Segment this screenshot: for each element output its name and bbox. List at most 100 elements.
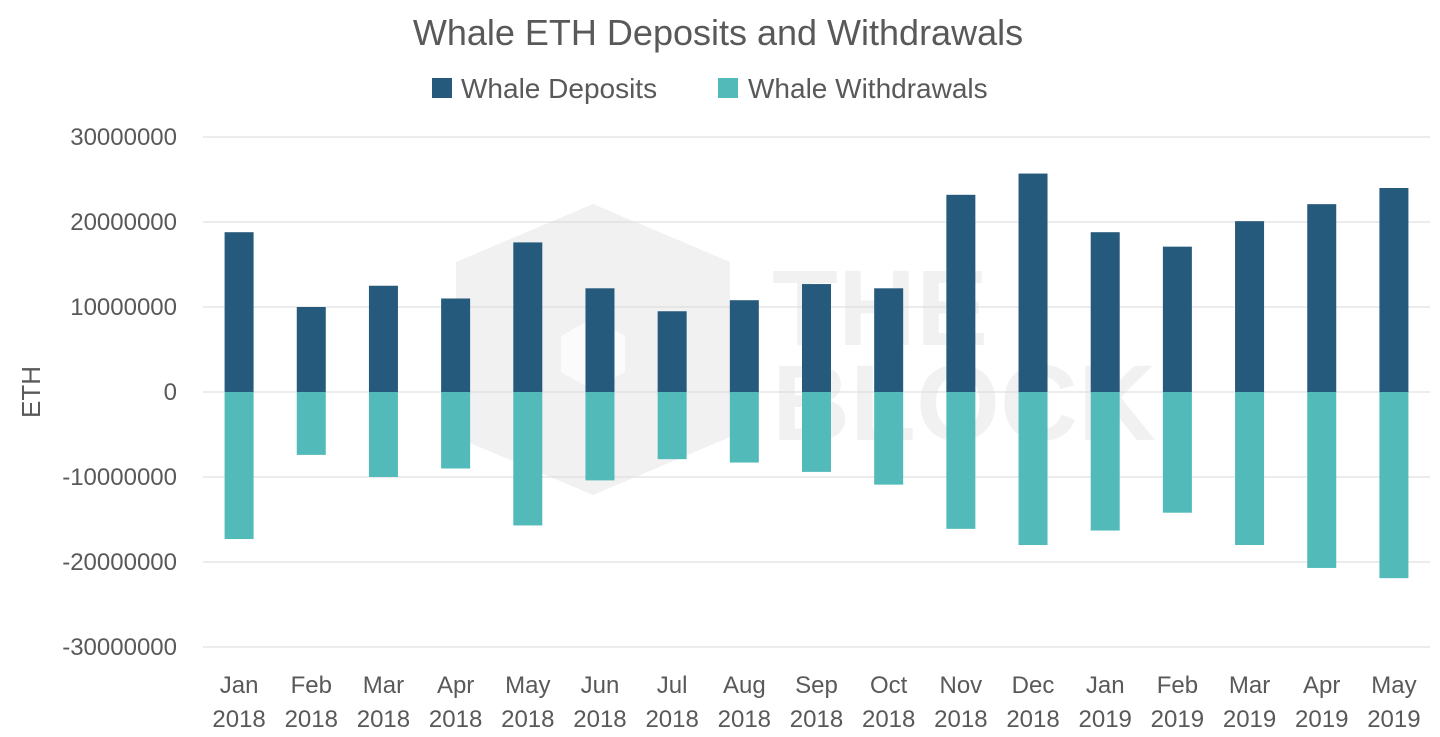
x-axis-ticks: Jan 2018 Feb 2018 Mar 2018 Apr 2018 May 2018 Jun 20…: [212, 672, 1420, 733]
x-tick-year: 2018: [285, 706, 338, 733]
x-tick-year: 2019: [1295, 706, 1348, 733]
x-tick-year: 2019: [1367, 706, 1420, 733]
withdrawal-bar: [1379, 392, 1409, 579]
x-tick-year: 2019: [1151, 706, 1204, 733]
x-tick-year: 2019: [1079, 706, 1132, 733]
withdrawal-bar: [224, 392, 254, 540]
deposit-bar: [1379, 188, 1409, 392]
deposit-bar: [657, 311, 687, 392]
chart-title: Whale ETH Deposits and Withdrawals: [413, 12, 1023, 53]
x-tick-year: 2018: [718, 706, 771, 733]
withdrawal-bar: [946, 392, 976, 529]
withdrawal-bar: [1162, 392, 1192, 513]
x-tick-month: May: [505, 672, 550, 699]
x-tick-label: Nov 2018: [934, 672, 987, 733]
x-tick-year: 2018: [573, 706, 626, 733]
x-tick-month: Mar: [363, 672, 404, 699]
x-tick-label: Aug 2018: [718, 672, 771, 733]
x-tick-label: Feb 2018: [285, 672, 338, 733]
withdrawal-bar: [1235, 392, 1265, 545]
x-tick-month: Feb: [1157, 672, 1198, 699]
x-tick-year: 2018: [212, 706, 265, 733]
y-tick-label: -30000000: [62, 634, 177, 661]
legend: Whale Deposits Whale Withdrawals: [432, 73, 988, 104]
x-tick-label: Apr 2018: [429, 672, 482, 733]
x-tick-year: 2018: [645, 706, 698, 733]
deposit-bar: [1162, 246, 1192, 392]
withdrawal-bar: [368, 392, 398, 477]
x-tick-label: Feb 2019: [1151, 672, 1204, 733]
x-tick-year: 2018: [357, 706, 410, 733]
y-tick-label: 0: [164, 379, 177, 406]
legend-label-withdrawals: Whale Withdrawals: [748, 73, 988, 104]
x-tick-label: Jul 2018: [645, 672, 698, 733]
x-tick-label: Jun 2018: [573, 672, 626, 733]
x-tick-month: Nov: [940, 672, 983, 699]
x-tick-label: Dec 2018: [1006, 672, 1059, 733]
x-tick-month: Jul: [657, 672, 688, 699]
withdrawal-bar: [296, 392, 326, 455]
deposit-bar: [585, 288, 615, 392]
x-tick-label: May 2019: [1367, 672, 1420, 733]
y-tick-label: -10000000: [62, 464, 177, 491]
deposit-bar: [946, 194, 976, 392]
deposit-bar: [802, 284, 831, 392]
withdrawal-bar: [1018, 392, 1048, 545]
deposit-bar: [874, 288, 904, 392]
x-tick-label: Sep 2018: [790, 672, 843, 733]
withdrawal-bar: [585, 392, 615, 481]
x-tick-month: Dec: [1012, 672, 1055, 699]
withdrawal-bar: [874, 392, 904, 485]
x-tick-year: 2018: [429, 706, 482, 733]
deposit-bar: [224, 232, 254, 392]
x-tick-label: Mar 2019: [1223, 672, 1276, 733]
x-tick-year: 2018: [934, 706, 987, 733]
withdrawal-bar: [513, 392, 543, 526]
withdrawal-bar: [729, 392, 759, 463]
x-tick-month: Oct: [870, 672, 908, 699]
y-tick-label: 20000000: [70, 209, 177, 236]
x-tick-month: May: [1371, 672, 1416, 699]
x-tick-month: Aug: [723, 672, 766, 699]
x-tick-label: Oct 2018: [862, 672, 915, 733]
x-tick-year: 2018: [790, 706, 843, 733]
x-tick-month: Jan: [1086, 672, 1125, 699]
x-tick-label: Apr 2019: [1295, 672, 1348, 733]
deposit-bar: [441, 298, 471, 392]
legend-swatch-withdrawals: [718, 78, 738, 98]
y-axis-label: ETH: [16, 366, 46, 418]
deposit-bar: [1235, 221, 1265, 392]
x-tick-month: Jan: [220, 672, 259, 699]
x-tick-year: 2018: [1006, 706, 1059, 733]
y-tick-label: 30000000: [70, 124, 177, 151]
legend-label-deposits: Whale Deposits: [461, 73, 657, 104]
deposit-bar: [1090, 232, 1120, 392]
x-tick-year: 2018: [862, 706, 915, 733]
deposit-bar: [1307, 204, 1337, 392]
deposit-bar: [729, 300, 759, 392]
x-tick-month: Jun: [581, 672, 620, 699]
y-tick-label: 10000000: [70, 294, 177, 321]
withdrawal-bar: [1090, 392, 1120, 531]
deposit-bar: [513, 242, 543, 392]
x-tick-label: May 2018: [501, 672, 554, 733]
y-axis-ticks: 30000000 20000000 10000000 0 -10000000 -20000…: [62, 124, 177, 661]
bars: [224, 173, 1409, 579]
x-tick-month: Feb: [291, 672, 332, 699]
deposit-bar: [296, 307, 326, 392]
y-tick-label: -20000000: [62, 549, 177, 576]
withdrawal-bar: [1307, 392, 1337, 568]
x-tick-month: Mar: [1229, 672, 1270, 699]
x-tick-label: Jan 2019: [1079, 672, 1132, 733]
withdrawal-bar: [657, 392, 687, 460]
x-tick-year: 2019: [1223, 706, 1276, 733]
legend-swatch-deposits: [432, 78, 452, 98]
deposit-bar: [1018, 173, 1048, 392]
withdrawal-bar: [802, 392, 831, 472]
x-tick-label: Mar 2018: [357, 672, 410, 733]
x-tick-year: 2018: [501, 706, 554, 733]
withdrawal-bar: [441, 392, 471, 469]
x-tick-month: Sep: [795, 672, 838, 699]
x-tick-month: Apr: [437, 672, 474, 699]
x-tick-label: Jan 2018: [212, 672, 265, 733]
